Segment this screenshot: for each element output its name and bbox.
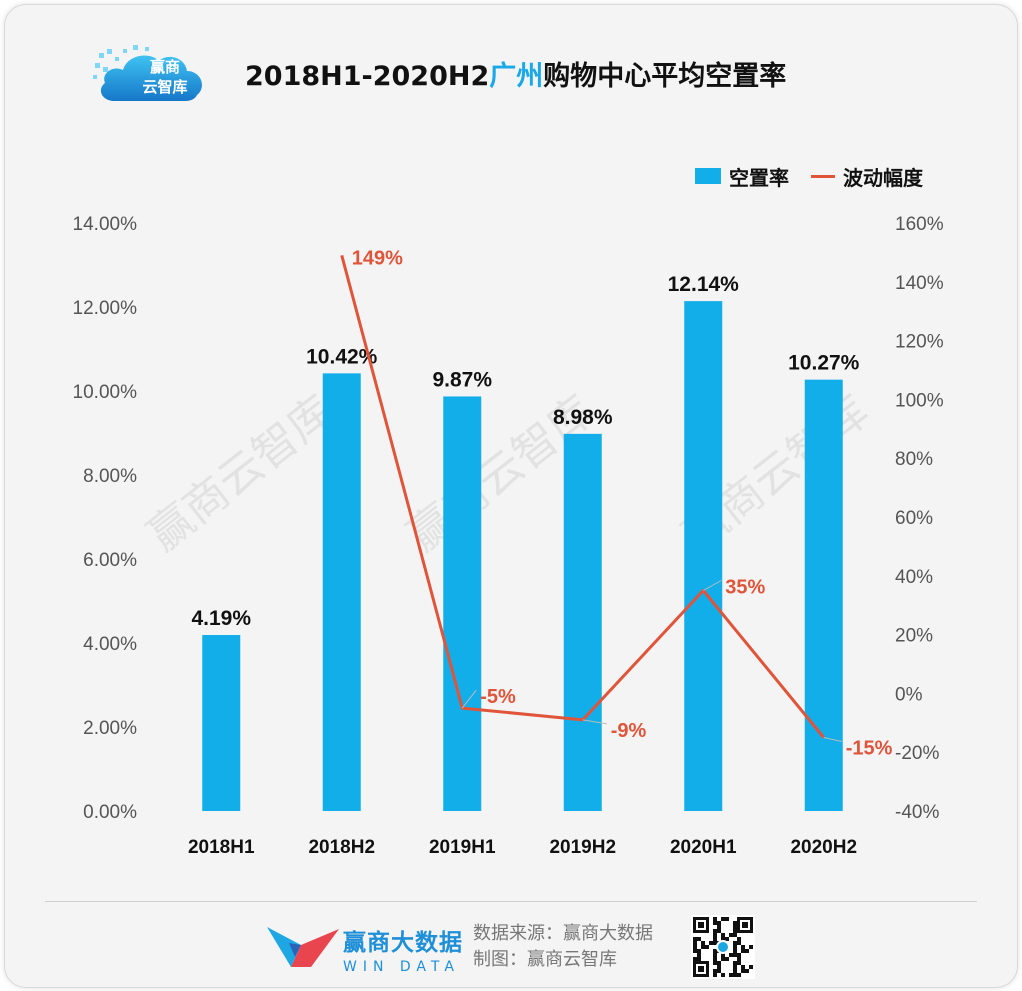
bar-2020H1 — [684, 301, 723, 811]
left-tick-label: 14.00% — [73, 214, 138, 235]
right-tick-label: 120% — [895, 332, 944, 353]
watermark-text: 赢商云智库 — [139, 386, 344, 562]
left-tick-label: 12.00% — [73, 298, 138, 319]
line-label-leader — [461, 689, 477, 709]
bar-value-label: 12.14% — [668, 273, 740, 296]
watermarks: 赢商云智库 赢商云智库 赢商云智库 — [139, 386, 879, 562]
title-prefix: 2018H1-2020H2 — [245, 61, 490, 92]
right-tick-label: 40% — [895, 567, 933, 588]
qr-code-icon — [691, 915, 755, 979]
legend-swatch-line — [811, 174, 835, 178]
line-value-label: -5% — [480, 686, 516, 708]
left-tick-label: 2.00% — [83, 718, 137, 739]
line-value-label: -9% — [611, 720, 647, 742]
footer-brand-en: WIN DATA — [343, 959, 460, 975]
chart-plot: 赢商云智库 赢商云智库 赢商云智库 0.00% 2.00% 4.00% 6.00% 8.00… — [73, 214, 944, 858]
right-tick-label: 60% — [895, 508, 933, 529]
right-tick-label: -20% — [895, 743, 939, 764]
right-tick-label: 0% — [895, 684, 923, 705]
logo-cloud-icon: 赢商 云智库 — [93, 43, 213, 109]
left-tick-label: 0.00% — [83, 802, 137, 823]
footer-source-text: 数据来源：赢商大数据 — [473, 923, 653, 944]
windata-logo-icon — [267, 923, 339, 969]
legend-swatch-bar — [695, 168, 721, 184]
bar-value-label: 8.98% — [553, 406, 613, 429]
left-axis-ticks: 0.00% 2.00% 4.00% 6.00% 8.00% 10.00% 12.00% 14.… — [73, 214, 138, 823]
footer-made-by: 制图：赢商云智库 — [473, 949, 617, 970]
left-tick-label: 8.00% — [83, 466, 137, 487]
category-labels: 2018H1 2018H2 2019H1 2019H2 2020H1 2020H2 — [188, 837, 857, 858]
line-label-leader — [823, 737, 842, 742]
bar-2020H2 — [804, 379, 843, 811]
footer-source: 数据来源：赢商大数据 制图：赢商云智库 — [473, 921, 653, 973]
right-tick-label: -40% — [895, 802, 939, 823]
legend-label-bar: 空置率 — [729, 165, 789, 190]
legend-label-line: 波动幅度 — [843, 165, 923, 190]
bar-value-label: 9.87% — [432, 368, 492, 391]
bar-2018H2 — [322, 373, 361, 811]
category-label: 2020H1 — [670, 837, 737, 858]
title-suffix: 购物中心平均空置率 — [543, 61, 787, 92]
legend-item-line: 波动幅度 — [811, 162, 923, 191]
bar-2018H1 — [202, 635, 241, 811]
bars — [202, 301, 843, 811]
left-tick-label: 6.00% — [83, 550, 137, 571]
category-label: 2018H1 — [188, 837, 255, 858]
line-label-leader — [703, 580, 722, 591]
line-label-leader — [582, 719, 607, 725]
line-value-label: -15% — [846, 738, 893, 760]
line-value-label: 149% — [352, 247, 403, 269]
footer-brand-cn: 赢商大数据 — [343, 930, 463, 956]
bar-2019H2 — [563, 433, 602, 811]
title-city: 广州 — [489, 61, 544, 92]
left-tick-label: 4.00% — [83, 634, 137, 655]
legend: 空置率 波动幅度 — [695, 161, 923, 191]
category-label: 2019H2 — [549, 837, 616, 858]
bar-value-label: 4.19% — [191, 607, 251, 630]
right-tick-label: 20% — [895, 626, 933, 647]
footer-divider — [45, 901, 977, 902]
logo-text: 赢商 云智库 — [142, 58, 188, 96]
left-tick-label: 10.00% — [73, 382, 138, 403]
line-value-label: 35% — [725, 577, 765, 599]
right-tick-label: 140% — [895, 273, 944, 294]
line-labels: 149% -5% -9% 35% -15% — [352, 247, 893, 759]
category-label: 2019H1 — [429, 837, 496, 858]
right-tick-label: 160% — [895, 214, 944, 235]
category-label: 2020H2 — [790, 837, 857, 858]
bar-labels: 4.19% 10.42% 9.87% 8.98% 12.14% 10.27% — [191, 273, 859, 630]
category-label: 2018H2 — [308, 837, 375, 858]
chart-title: 2018H1-2020H2广州购物中心平均空置率 — [245, 57, 786, 97]
right-tick-label: 100% — [895, 390, 944, 411]
bar-value-label: 10.42% — [306, 345, 378, 368]
legend-item-bar: 空置率 — [695, 162, 789, 191]
right-tick-label: 80% — [895, 449, 933, 470]
bar-value-label: 10.27% — [788, 352, 860, 375]
bar-2019H1 — [443, 396, 482, 811]
chart-card: 赢商 云智库 2018H1-2020H2广州购物中心平均空置率 空置率 波动幅度… — [4, 4, 1018, 988]
right-axis-ticks: -40% -20% 0% 20% 40% 60% 80% 100% 120% 140% 160% — [895, 214, 944, 823]
footer-brand: 赢商大数据 WIN DATA — [343, 923, 463, 975]
